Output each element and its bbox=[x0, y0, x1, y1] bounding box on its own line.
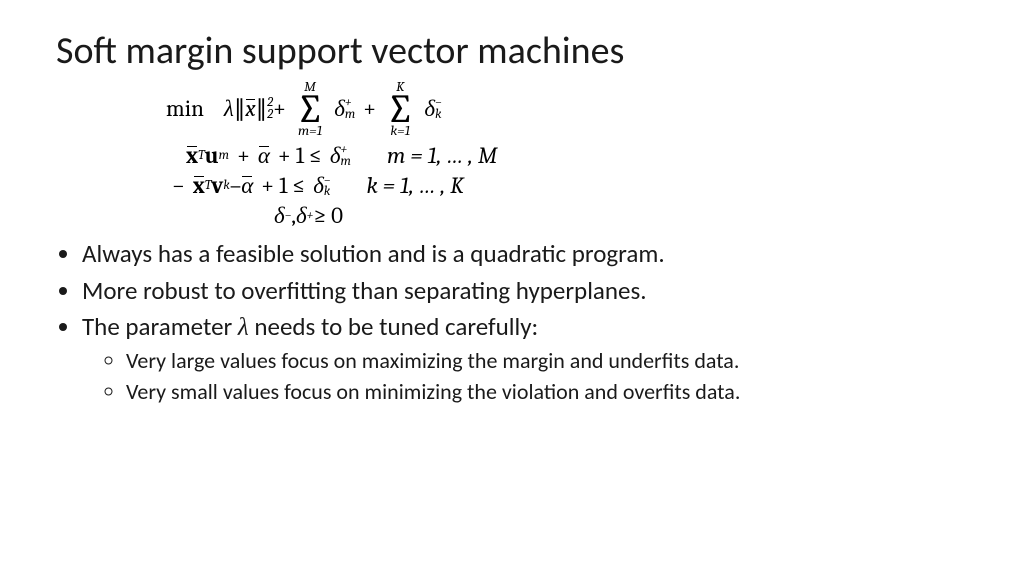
plus-2: + bbox=[363, 97, 376, 121]
sub-bullet-list: Very large values focus on maximizing th… bbox=[82, 347, 968, 405]
bullet-3-pre: The parameter bbox=[82, 311, 238, 342]
geq-zero: ≥ 0 bbox=[313, 204, 343, 228]
x-bar-bold-1: x bbox=[186, 144, 198, 168]
c2-tail: + 1 ≤ bbox=[261, 174, 305, 198]
alpha-bar-2: α bbox=[241, 174, 253, 198]
lambda-inline: λ bbox=[238, 313, 249, 342]
norm-close: ∥ bbox=[256, 97, 268, 121]
delta-1: δ bbox=[334, 97, 345, 121]
c1-range: m = 1, … , M bbox=[387, 144, 497, 168]
c1-tail: + 1 ≤ bbox=[278, 144, 322, 168]
norm-open: ∥ bbox=[234, 97, 246, 121]
delta-pm-2: − k bbox=[435, 97, 442, 120]
bullet-list: Always has a feasible solution and is a … bbox=[56, 238, 968, 405]
bullet-2: More robust to overfitting than separati… bbox=[82, 275, 968, 306]
sub-bullet-1: Very large values focus on maximizing th… bbox=[126, 347, 968, 375]
delta-pm-1: + m bbox=[345, 97, 355, 120]
plus-1: + bbox=[273, 97, 286, 121]
constraint-2: − xT vk – α + 1 ≤ δ −k k = 1, … , K bbox=[172, 174, 968, 198]
sum-m: M ∑ m=1 bbox=[296, 80, 324, 138]
lambda-symbol: λ bbox=[224, 97, 234, 121]
bullet-1: Always has a feasible solution and is a … bbox=[82, 238, 968, 269]
x-bar-bold-2: x bbox=[193, 174, 205, 198]
delta-2: δ bbox=[424, 97, 435, 121]
constraint-3: δ− , δ+ ≥ 0 bbox=[274, 204, 968, 228]
bullet-3: The parameter λ needs to be tuned carefu… bbox=[82, 311, 968, 405]
u-bold: u bbox=[205, 144, 219, 168]
min-operator: min bbox=[166, 97, 204, 121]
alpha-bar-1: α bbox=[258, 144, 270, 168]
bullet-3-post: needs to be tuned carefully: bbox=[254, 311, 538, 342]
v-bold: v bbox=[211, 174, 223, 198]
formula-block: min λ ∥ x ∥ 2 2 + M ∑ m=1 δ + m bbox=[166, 80, 968, 228]
sum-k: K ∑ k=1 bbox=[386, 80, 414, 138]
c2-range: k = 1, … , K bbox=[366, 174, 463, 198]
sub-bullet-2: Very small values focus on minimizing th… bbox=[126, 378, 968, 406]
objective-line: min λ ∥ x ∥ 2 2 + M ∑ m=1 δ + m bbox=[166, 80, 968, 138]
x-bar: x bbox=[245, 97, 255, 121]
leading-minus: − bbox=[172, 174, 185, 198]
slide-title: Soft margin support vector machines bbox=[56, 28, 968, 74]
constraint-1: xT um + α + 1 ≤ δ +m m = 1, … , M bbox=[186, 144, 968, 168]
slide: Soft margin support vector machines min … bbox=[0, 0, 1024, 576]
